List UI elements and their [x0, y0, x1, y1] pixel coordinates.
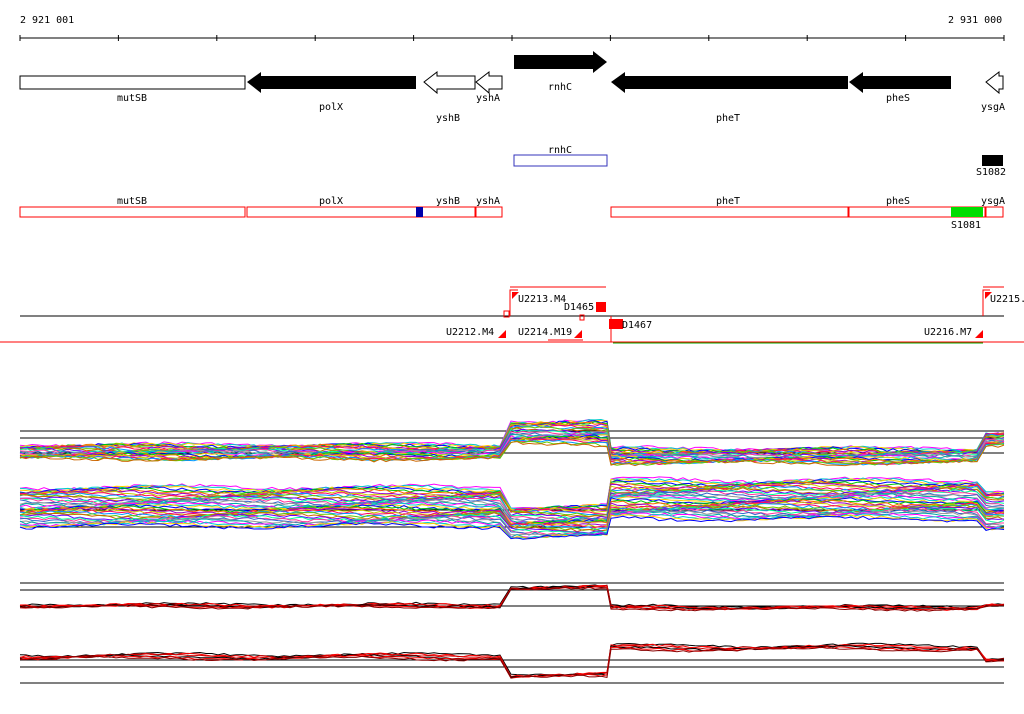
segment-u2212-tick [503, 310, 510, 318]
red-gene-phes[interactable] [848, 206, 986, 218]
expression-profile-line [19, 586, 1005, 612]
feature-s1082-label: S1082 [976, 167, 1006, 178]
feature-s1081-label: S1081 [951, 220, 981, 231]
rnhc-box[interactable] [513, 154, 608, 167]
gene-mutsb[interactable] [19, 75, 246, 90]
expression-profile-line [19, 515, 1005, 540]
gene-phes-label: pheS [886, 93, 910, 104]
expression-profile-line [19, 646, 1005, 679]
expression-profile-line [19, 506, 1005, 535]
gene-polx[interactable] [247, 72, 416, 93]
segment-u2215-bracket [982, 289, 990, 316]
segment-u2214-tick [579, 314, 585, 321]
gene-polx-label: polX [319, 102, 343, 113]
end-coordinate: 2 931 000 [948, 15, 1002, 26]
segment-u2215-label: U2215. [990, 294, 1024, 305]
expression-profile-line [19, 510, 1005, 537]
ruler-ticks [19, 35, 1005, 41]
segment-d1465-marker[interactable] [596, 302, 606, 312]
gene-ysha[interactable] [475, 70, 503, 95]
segment-u2213-flag [512, 292, 519, 299]
gene-yshb[interactable] [423, 70, 476, 95]
expression-profile-line [19, 487, 1005, 518]
gene-phet[interactable] [611, 72, 848, 93]
expression-profile-line [19, 433, 1005, 461]
expression-profile-line [19, 437, 1005, 464]
expression-profile-line [19, 501, 1005, 529]
gene-yshb-label: yshB [436, 113, 460, 124]
red-gene-mutsb-label: mutSB [117, 196, 147, 207]
red-gene-phes-label: pheS [886, 196, 910, 207]
red-gene-ysha-label: yshA [476, 196, 500, 207]
segment-u2214-label: U2214.M19 [518, 327, 572, 338]
expression-profile-line [19, 439, 1005, 466]
expression-profile-line [19, 508, 1004, 536]
segment-u2213-bracket [509, 289, 518, 316]
gene-phet-label: pheT [716, 113, 740, 124]
segment-u2212-label: U2212.M4 [446, 327, 494, 338]
expression-profile-line [19, 441, 1005, 467]
expression-panel-3 [19, 582, 1005, 612]
feature-s1082[interactable] [982, 155, 1003, 166]
segment-u2214-flag [574, 330, 582, 338]
gene-track: mutSB polX yshB yshA rnhC pheT pheS ysgA [19, 51, 1005, 124]
red-gene-phet[interactable] [610, 206, 849, 218]
red-gene-polx[interactable] [246, 206, 476, 218]
expression-profile-line [19, 644, 1005, 678]
segment-u2216-flag [975, 330, 983, 338]
red-gene-polx-label: polX [319, 196, 343, 207]
red-gene-phet-label: pheT [716, 196, 740, 207]
segment-track: U2213.M4 D1465 D1467 U2212.M4 U2214.M19 … [0, 286, 1024, 344]
gene-ysga[interactable] [985, 70, 1004, 95]
red-gene-ysha[interactable] [475, 206, 503, 218]
expression-profile-line [19, 434, 1005, 463]
segment-d1467-marker[interactable] [609, 319, 623, 329]
expression-panel-4 [19, 642, 1005, 684]
gene-phes[interactable] [849, 72, 951, 93]
expression-profile-line [19, 646, 1005, 679]
red-gene-mutsb[interactable] [19, 206, 246, 218]
blue-marker [416, 207, 423, 217]
segment-d1467-label: D1467 [622, 320, 652, 331]
gene-ysha-label: yshA [476, 93, 500, 104]
gene-mutsb-label: mutSB [117, 93, 147, 104]
segment-u2215-flag [985, 292, 992, 299]
expression-profile-line [19, 494, 1005, 525]
expression-profile-line [19, 644, 1005, 678]
gene-rnhc[interactable] [514, 51, 607, 73]
feature-track: rnhC S1082 [513, 145, 1006, 178]
expression-panels [19, 418, 1005, 684]
red-gene-yshb-label: yshB [436, 196, 460, 207]
expression-profile-line [19, 642, 1005, 676]
expression-panel-1 [19, 418, 1005, 467]
feature-s1081[interactable] [951, 207, 983, 217]
segment-u2213-label: U2213.M4 [518, 294, 566, 305]
red-gene-ysga[interactable] [985, 206, 1004, 218]
rnhc-box-label: rnhC [548, 145, 572, 156]
expression-panel-2 [19, 476, 1005, 540]
segment-d1465-label: D1465 [564, 302, 594, 313]
coordinate-ruler: 2 921 001 2 931 000 [19, 15, 1005, 41]
segment-u2216-label: U2216.M7 [924, 327, 972, 338]
gene-rnhc-label: rnhC [548, 82, 572, 93]
red-gene-track: mutSB polX yshB yshA pheT pheS S1081 ysg… [19, 196, 1005, 231]
start-coordinate: 2 921 001 [20, 15, 74, 26]
expression-profile-line [19, 477, 1005, 510]
red-gene-ysga-label: ysgA [981, 196, 1005, 207]
segment-u2212-flag [498, 330, 506, 338]
gene-ysga-label: ysgA [981, 102, 1005, 113]
expression-profile-line [19, 492, 1005, 523]
